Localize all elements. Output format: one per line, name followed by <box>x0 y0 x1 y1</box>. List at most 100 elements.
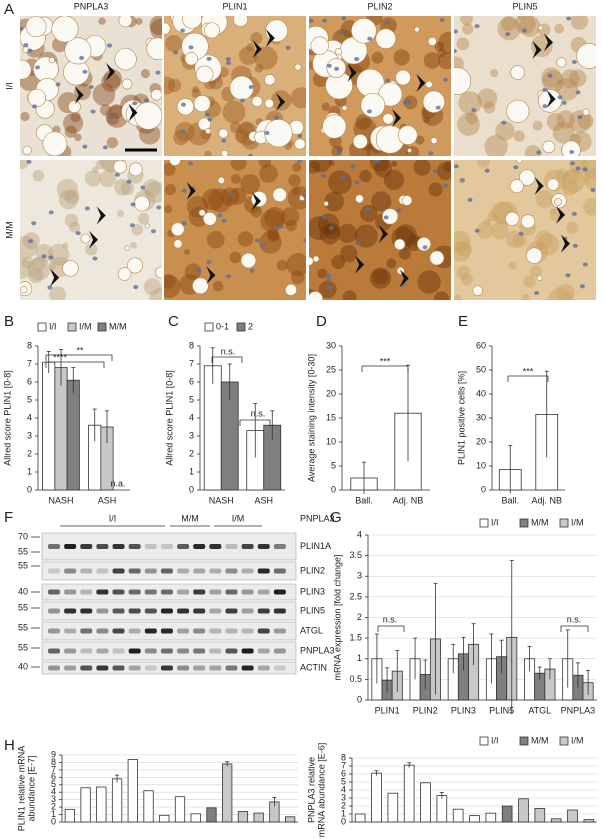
stain <box>47 243 70 266</box>
nucleus <box>133 285 139 290</box>
legend-label: I/M <box>571 735 584 745</box>
band <box>225 628 238 634</box>
lipid-droplet <box>352 133 368 149</box>
stain <box>27 257 51 281</box>
arrowhead <box>556 205 566 224</box>
column-label: PLIN2 <box>367 1 392 11</box>
stain <box>386 258 397 269</box>
arrowhead <box>89 230 99 249</box>
nucleus <box>35 65 41 70</box>
legend-label: I/I <box>491 735 499 745</box>
lipid-droplet <box>561 140 581 156</box>
stain <box>500 16 517 32</box>
stain <box>546 112 565 131</box>
nucleus <box>354 57 360 62</box>
nucleus <box>180 102 186 107</box>
stain <box>355 114 372 130</box>
nucleus <box>484 168 490 173</box>
nucleus <box>273 226 279 231</box>
nucleus <box>239 98 245 103</box>
nucleus <box>505 32 511 37</box>
y-tick-label: 60 <box>476 340 486 350</box>
stain <box>318 280 337 299</box>
lipid-droplet <box>264 98 275 109</box>
y-tick-label: 6 <box>341 768 346 778</box>
stain <box>20 235 38 259</box>
stain <box>458 91 482 115</box>
stain <box>64 125 77 138</box>
stain <box>184 248 191 256</box>
y-axis-label: Allred score PLIN1 [0-8] <box>2 370 12 466</box>
stain <box>229 251 242 264</box>
stain <box>557 79 564 86</box>
stain <box>454 294 462 300</box>
arrowhead <box>399 269 409 288</box>
stain <box>583 198 596 216</box>
lipid-droplet <box>173 239 183 249</box>
protein-label: ACTIN <box>300 662 327 672</box>
stain <box>340 244 358 263</box>
lipid-droplet <box>422 90 446 113</box>
stain <box>140 68 151 79</box>
nucleus <box>422 245 428 250</box>
bar <box>111 778 123 823</box>
x-tick-label: ASH <box>98 495 117 505</box>
lipid-droplet <box>394 238 406 251</box>
row-label: M/M <box>4 221 14 239</box>
stain <box>202 188 224 211</box>
band <box>80 589 93 595</box>
lipid-droplet <box>576 43 596 69</box>
nucleus <box>130 202 136 207</box>
bar <box>143 790 154 823</box>
nucleus <box>582 167 588 172</box>
band <box>64 589 77 595</box>
lipid-droplet <box>197 117 211 131</box>
arrowhead <box>252 192 262 211</box>
band <box>96 544 109 549</box>
nucleus <box>55 82 61 87</box>
nucleus <box>590 187 596 192</box>
nucleus <box>454 49 457 54</box>
y-tick-label: 1.5 <box>349 633 362 643</box>
stain <box>369 267 392 289</box>
legend-label: M/M <box>531 735 549 745</box>
y-tick-label: 5 <box>189 394 194 404</box>
stain <box>519 16 541 38</box>
y-tick-label: 8 <box>51 757 56 767</box>
y-tick-label: 7 <box>51 764 56 774</box>
stain <box>556 110 576 129</box>
annotation: n.s. <box>383 614 398 624</box>
lipid-droplet <box>68 100 81 113</box>
marker-label: 55 <box>18 560 28 570</box>
bar <box>518 798 529 823</box>
y-tick-label: 0 <box>27 484 32 494</box>
stain <box>135 17 143 25</box>
stain <box>250 205 262 218</box>
bar <box>127 759 138 823</box>
bar <box>469 815 480 823</box>
band <box>177 608 190 614</box>
stain <box>354 224 378 248</box>
stain <box>20 111 30 122</box>
panel-letter: A <box>4 1 14 18</box>
micrograph <box>20 16 162 156</box>
stain <box>456 241 473 257</box>
stain <box>372 268 389 285</box>
lipid-droplet <box>525 247 543 264</box>
nucleus <box>181 188 187 193</box>
stain <box>438 52 451 70</box>
y-tick-label: 6 <box>189 376 194 386</box>
lipid-droplet <box>351 18 377 44</box>
band <box>193 648 206 654</box>
stain <box>184 263 202 280</box>
bar <box>253 812 264 823</box>
stain <box>167 78 182 93</box>
stain <box>120 181 135 196</box>
bar <box>66 379 80 491</box>
y-tick-label: 7 <box>341 760 346 770</box>
y-tick-label: 5 <box>341 776 346 786</box>
stain <box>116 209 125 218</box>
stain <box>454 241 471 262</box>
nucleus <box>326 63 332 68</box>
lipid-droplet <box>240 252 257 269</box>
